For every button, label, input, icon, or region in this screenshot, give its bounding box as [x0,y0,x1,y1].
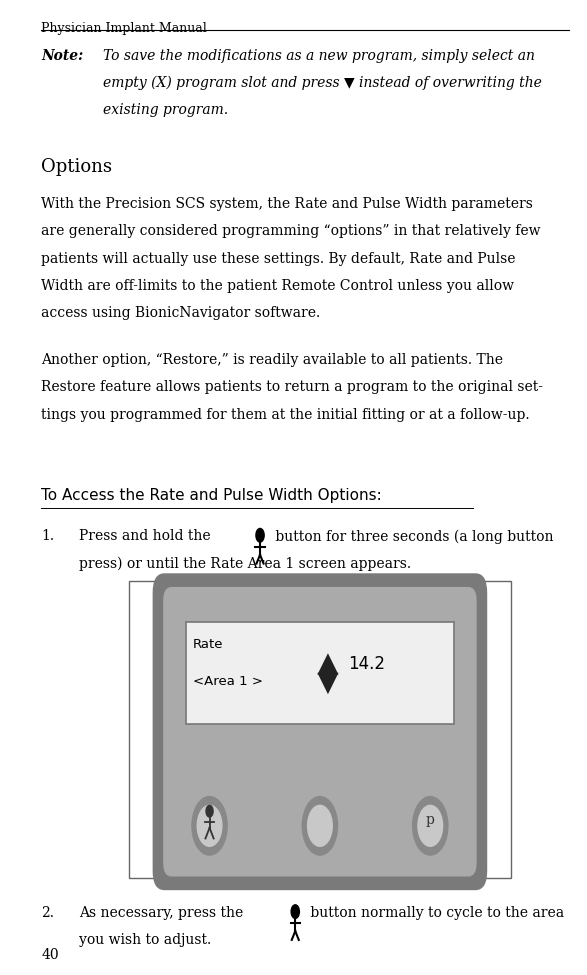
Circle shape [418,805,443,846]
Text: patients will actually use these settings. By default, Rate and Pulse: patients will actually use these setting… [41,252,515,265]
Circle shape [206,805,213,817]
Circle shape [291,905,299,918]
Circle shape [197,805,222,846]
Text: 1.: 1. [41,529,54,543]
Text: press) or until the Rate Area 1 screen appears.: press) or until the Rate Area 1 screen a… [79,557,411,571]
Text: p: p [426,813,435,827]
Text: 2.: 2. [41,906,54,919]
Text: 14.2: 14.2 [349,655,386,673]
Text: Restore feature allows patients to return a program to the original set-: Restore feature allows patients to retur… [41,380,543,394]
FancyBboxPatch shape [163,587,477,877]
Text: button normally to cycle to the area: button normally to cycle to the area [306,906,564,919]
Text: 40: 40 [41,949,59,962]
Text: Options: Options [41,158,112,176]
Text: Physician Implant Manual: Physician Implant Manual [41,22,207,35]
Text: Press and hold the: Press and hold the [79,529,211,543]
Circle shape [192,797,227,855]
Text: are generally considered programming “options” in that relatively few: are generally considered programming “op… [41,224,541,238]
Text: Note:: Note: [41,49,83,62]
Text: button for three seconds (a long button: button for three seconds (a long button [271,529,553,544]
Text: With the Precision SCS system, the Rate and Pulse Width parameters: With the Precision SCS system, the Rate … [41,197,533,211]
Circle shape [413,797,448,855]
FancyBboxPatch shape [153,573,487,890]
Text: As necessary, press the: As necessary, press the [79,906,244,919]
Text: you wish to adjust.: you wish to adjust. [79,933,211,947]
Text: <Area 1 >: <Area 1 > [193,675,263,687]
Text: To save the modifications as a new program, simply select an: To save the modifications as a new progr… [103,49,535,62]
Text: access using BionicNavigator software.: access using BionicNavigator software. [41,306,321,320]
Text: Another option, “Restore,” is readily available to all patients. The: Another option, “Restore,” is readily av… [41,353,503,367]
Circle shape [256,528,264,542]
Text: Width are off-limits to the patient Remote Control unless you allow: Width are off-limits to the patient Remo… [41,279,514,292]
Polygon shape [318,673,339,694]
Text: Rate: Rate [193,638,224,650]
Circle shape [308,805,332,846]
Text: To Access the Rate and Pulse Width Options:: To Access the Rate and Pulse Width Optio… [41,488,382,503]
Text: existing program.: existing program. [103,103,228,117]
FancyBboxPatch shape [129,581,511,878]
Polygon shape [318,653,339,675]
Text: empty (X) program slot and press ▼ instead of overwriting the: empty (X) program slot and press ▼ inste… [103,76,542,91]
Circle shape [302,797,338,855]
Text: tings you programmed for them at the initial fitting or at a follow-up.: tings you programmed for them at the ini… [41,408,529,421]
FancyBboxPatch shape [186,622,454,724]
